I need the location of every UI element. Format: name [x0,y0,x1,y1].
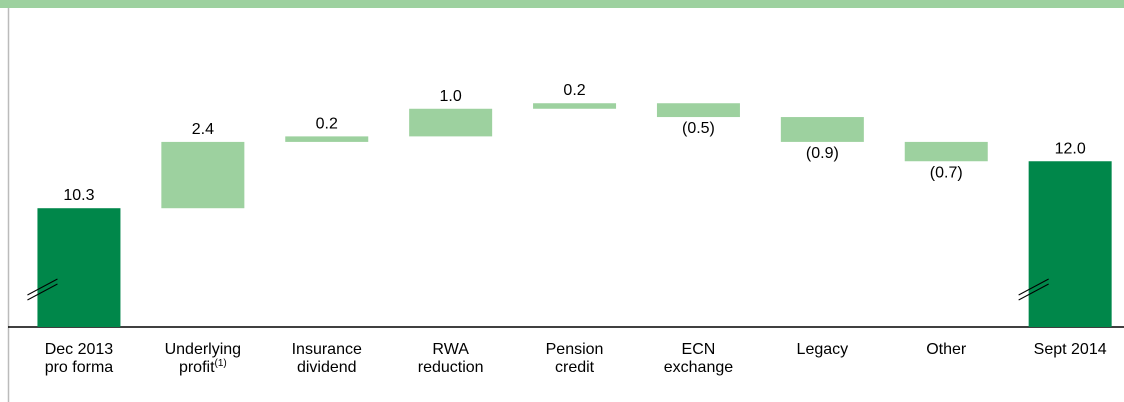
x-tick-label: credit [555,359,595,376]
x-tick-label: Dec 2013 [45,341,114,358]
value-label: (0.5) [682,120,715,137]
x-tick-label-line: Sept 2014 [1034,341,1107,358]
x-tick-label: pro forma [45,359,114,376]
value-label: 12.0 [1055,140,1086,157]
change-bar [161,141,245,209]
x-tick-label: ECN [682,341,716,358]
value-label: (0.9) [806,145,839,162]
x-tick-label-line: pro forma [45,359,114,376]
value-label: (0.7) [930,164,963,181]
change-bar [285,136,369,142]
x-tick-label-line: dividend [297,359,357,376]
change-bar [904,141,988,162]
axis-break [27,283,58,301]
x-tick-label-line: Pension [546,341,604,358]
x-tick-label: Legacy [797,341,849,358]
x-tick-label-line: reduction [418,359,484,376]
header-band [0,0,1124,8]
axis-break [1018,278,1049,296]
x-tick-label-line: Dec 2013 [45,341,114,358]
x-tick-label: dividend [297,359,357,376]
change-bar [656,103,740,118]
x-tick-label: Sept 2014 [1034,341,1107,358]
x-tick-label-line: credit [555,359,595,376]
total-bar [1028,161,1112,327]
x-tick-label-line: Underlying [165,341,241,358]
x-tick-label: profit(1) [179,358,227,376]
value-label: 10.3 [63,187,94,204]
axis-break [27,278,58,296]
total-bar [37,208,121,327]
value-label: 1.0 [440,88,462,105]
x-tick-label-line: Other [926,341,967,358]
x-tick-label-line: profit [179,359,215,376]
x-tick-label-line: RWA [432,341,469,358]
x-tick-label: Underlying [165,341,241,358]
change-bar [780,117,864,142]
x-tick-label: Insurance [292,341,362,358]
x-tick-label-line: ECN [682,341,716,358]
value-label: 0.2 [563,82,585,99]
x-tick-label: exchange [664,359,733,376]
x-tick-label-line: Legacy [797,341,849,358]
change-bar [533,103,617,109]
x-tick-label: RWA [432,341,469,358]
x-tick-label: Pension [546,341,604,358]
x-tick-label: reduction [418,359,484,376]
axis-break [1018,283,1049,301]
x-tick-label-line: Insurance [292,341,362,358]
x-tick-label: Other [926,341,967,358]
change-bar [409,108,493,137]
x-tick-label-line: exchange [664,359,733,376]
value-label: 2.4 [192,121,214,138]
value-label: 0.2 [316,115,338,132]
footnote-mark: (1) [215,358,227,369]
